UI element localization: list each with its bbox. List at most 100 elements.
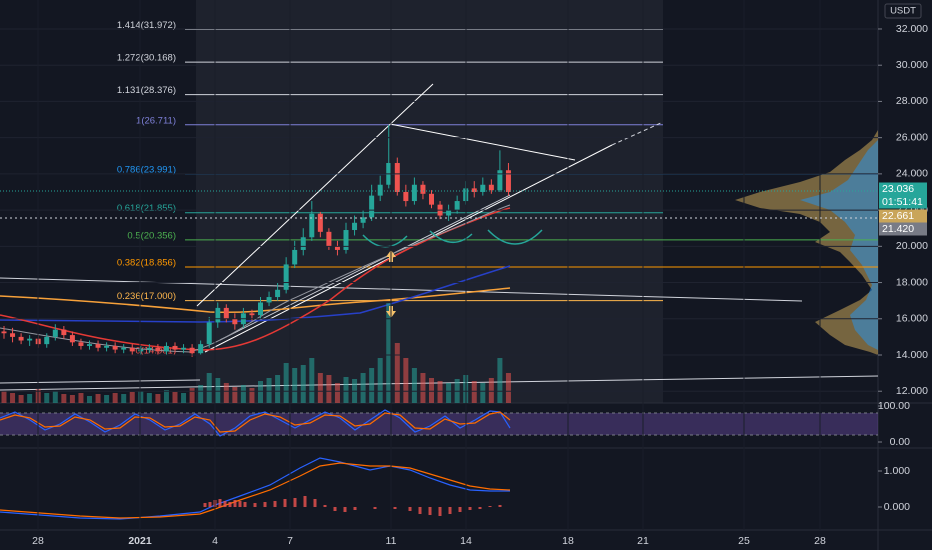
volume-bar	[10, 393, 16, 403]
candle-body	[181, 347, 187, 350]
y-tick-label: 100.00	[878, 400, 910, 412]
candle-body	[87, 344, 92, 346]
volume-bar	[112, 393, 118, 403]
candle-body	[27, 338, 33, 341]
candle-body	[360, 217, 366, 223]
candle-body	[223, 307, 229, 319]
volume-bar	[95, 394, 101, 403]
support-line	[219, 194, 511, 341]
candle-body	[377, 184, 383, 196]
volume-bar	[334, 383, 340, 403]
trend-line	[0, 277, 803, 302]
stoch-d	[0, 411, 511, 433]
triangle-line	[389, 123, 576, 161]
y-tick-label: 18.000	[896, 276, 928, 288]
volume-bar	[78, 393, 84, 403]
candle-body	[292, 249, 298, 265]
y-tick-label: 24.000	[896, 168, 928, 180]
fib-label: 0.5(20.356)	[127, 230, 176, 241]
channel-extension	[611, 121, 664, 146]
volume-bar	[223, 383, 229, 403]
volume-bar	[155, 394, 161, 403]
candle-body	[488, 184, 494, 191]
candle-body	[283, 264, 289, 290]
candle-body	[352, 222, 358, 231]
volume-bar	[232, 387, 238, 403]
signal-line	[0, 462, 511, 519]
fib-label: 0.786(23.991)	[117, 165, 176, 176]
candle-body	[78, 342, 84, 346]
y-tick-label: 12.000	[896, 385, 928, 397]
y-tick-label: 14.000	[896, 349, 928, 361]
volume-bar	[1, 391, 7, 403]
candle-body	[129, 347, 135, 352]
volume-bar	[360, 373, 366, 403]
x-tick-label: 28	[32, 535, 44, 547]
volume-bar	[138, 391, 144, 403]
volume-bar	[343, 377, 349, 403]
candle-body	[420, 184, 426, 194]
y-tick-label: 20.000	[896, 240, 928, 252]
volume-bar	[505, 373, 511, 403]
volume-bar	[146, 393, 152, 403]
price-tag	[879, 222, 927, 236]
currency-label: USDT	[890, 6, 916, 17]
volume-bar	[292, 368, 298, 403]
y-tick-label: 1.000	[884, 465, 910, 477]
volume-bar	[104, 395, 110, 403]
fib-label: 0.618(21.855)	[117, 203, 176, 214]
volume-bar	[69, 395, 75, 403]
fib-label: 1.131(28.376)	[117, 85, 176, 96]
price-tag-label: 21.420	[882, 223, 914, 235]
y-tick-label: 30.000	[896, 59, 928, 71]
y-tick-label: 32.000	[896, 23, 928, 35]
y-tick-label: 28.000	[896, 95, 928, 107]
x-tick-label: 21	[637, 535, 649, 547]
volume-bar	[497, 358, 503, 403]
candle-body	[189, 347, 195, 354]
candle-body	[215, 307, 221, 323]
candle-body	[163, 345, 169, 352]
fib-label: 1.414(31.972)	[117, 20, 176, 31]
y-tick-label: 26.000	[896, 131, 928, 143]
volume-bar	[249, 388, 255, 403]
volume-bar	[429, 378, 434, 403]
x-tick-label: 11	[386, 535, 397, 547]
candle-body	[394, 163, 400, 192]
volume-bar	[27, 394, 33, 403]
channel-line	[196, 83, 434, 307]
volume-bar	[258, 381, 263, 403]
volume-bar	[420, 373, 426, 403]
volume-bar	[437, 381, 443, 403]
volume-bar	[283, 363, 289, 403]
volume-bar	[403, 358, 409, 403]
volume-bar	[87, 396, 92, 403]
candle-body	[446, 210, 452, 216]
volume-bar	[411, 368, 417, 403]
candle-body	[44, 336, 50, 345]
candle-body	[326, 231, 332, 247]
volume-bar	[446, 383, 452, 403]
x-tick-label: 14	[460, 535, 472, 547]
candle-body	[155, 347, 161, 352]
candle-body	[309, 213, 315, 238]
candle-body	[61, 329, 67, 336]
candle-body	[104, 345, 110, 348]
candle-body	[403, 191, 409, 202]
volume-bar	[266, 378, 272, 403]
fib-label: 1.272(30.168)	[117, 53, 176, 64]
volume-bar	[61, 394, 67, 403]
candle-body	[18, 336, 24, 341]
x-tick-label: 7	[287, 535, 293, 547]
candle-body	[497, 170, 503, 191]
volume-bar	[300, 365, 306, 403]
volume-bar	[488, 378, 494, 403]
x-tick-label: 25	[738, 535, 750, 547]
volume-bar	[394, 343, 400, 403]
candle-body	[480, 184, 486, 192]
volume-bar	[52, 391, 58, 403]
volume-profile	[800, 140, 878, 350]
candle-body	[343, 230, 349, 250]
